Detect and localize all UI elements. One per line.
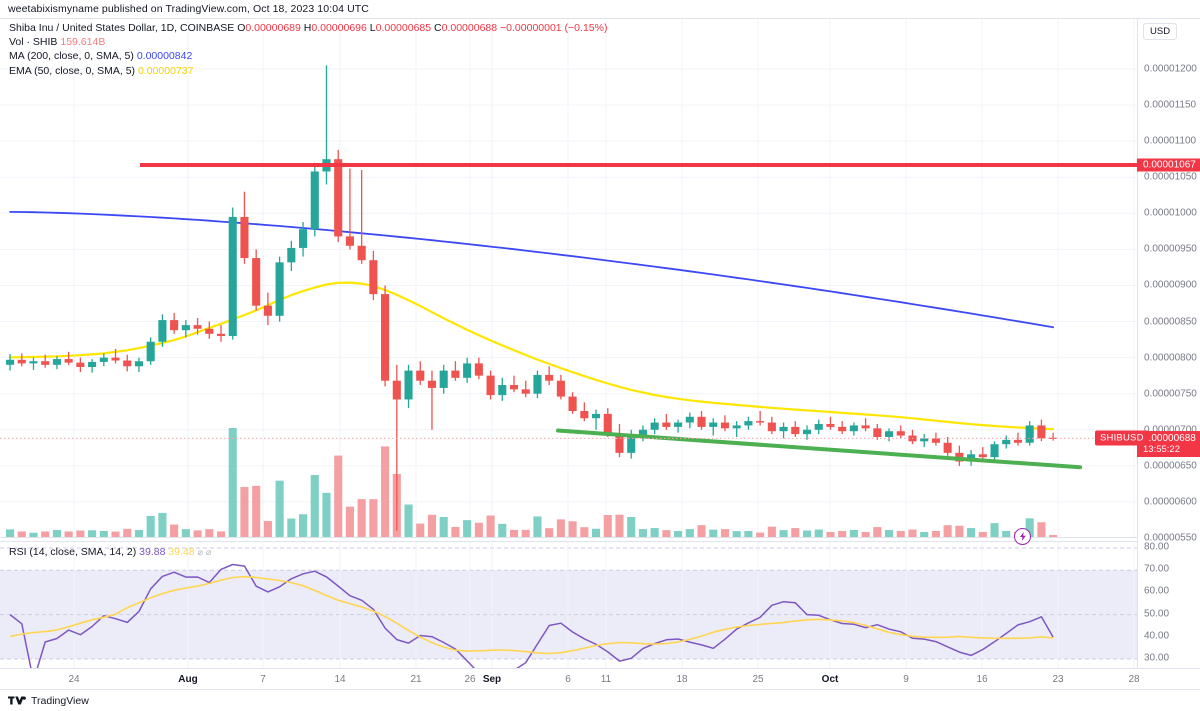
legend-volume-value: 159.614B — [60, 36, 106, 49]
last-price-value: 0.00000688 — [1143, 433, 1196, 445]
price-chart-canvas[interactable] — [0, 19, 1137, 537]
symbol-price-tag: SHIBUSD — [1095, 430, 1149, 446]
legend-change: −0.00000001 (−0.15%) — [500, 22, 608, 34]
price-axis-label: 0.00000750 — [1144, 388, 1197, 400]
price-axis-label: 0.00001000 — [1144, 207, 1197, 219]
footer-bar: TradingView — [0, 689, 1200, 711]
time-axis-label: 11 — [600, 674, 612, 685]
price-scale[interactable]: USD 0.00001200 0.00001150 0.00001100 0.0000… — [1137, 19, 1200, 668]
time-axis-label: 25 — [752, 674, 764, 685]
time-axis-label: 24 — [68, 674, 80, 685]
price-axis-label: 0.00000950 — [1144, 243, 1197, 255]
time-axis-label: Oct — [821, 674, 839, 685]
ema-50-line — [9, 281, 1055, 431]
time-axis-label: Aug — [178, 674, 198, 685]
tradingview-logo-text: TradingView — [31, 694, 89, 707]
rsi-pane[interactable] — [0, 541, 1137, 669]
price-axis-label: 0.00000650 — [1144, 460, 1197, 472]
time-axis-label: 26 — [464, 674, 476, 685]
price-axis-label: 0.00000700 — [1144, 424, 1197, 436]
time-axis-label: 23 — [1052, 674, 1064, 685]
rsi-axis-label: 30.00 — [1144, 652, 1170, 664]
legend-close-label: C — [434, 22, 442, 34]
rsi-legend-ma-value: 39.48 — [168, 546, 195, 558]
time-axis-label: 16 — [976, 674, 988, 685]
bar-countdown: 13:55:22 — [1143, 444, 1180, 456]
currency-badge[interactable]: USD — [1143, 23, 1178, 40]
pane-separator — [0, 537, 1137, 538]
chart-legend: Shiba Inu / United States Dollar, 1D, CO… — [9, 22, 607, 79]
legend-ema-value: 0.00000737 — [137, 64, 194, 77]
time-axis-label: 18 — [676, 674, 688, 685]
rsi-axis-label: 80.00 — [1144, 541, 1170, 553]
volume-histogram — [6, 428, 1058, 537]
candlestick-series — [6, 65, 1058, 531]
support-trendline — [556, 428, 1082, 470]
legend-close-value: 0.00000688 — [441, 22, 498, 34]
legend-open-value: 0.00000689 — [245, 22, 301, 34]
ma-200-line — [9, 210, 1054, 329]
legend-high-label: H — [303, 22, 312, 34]
publisher-text: weetabixismyname published on TradingVie… — [8, 3, 369, 15]
rsi-legend-title: RSI (14, close, SMA, 14, 2) — [9, 546, 137, 558]
rsi-line — [9, 563, 1054, 669]
time-axis-label: 6 — [565, 674, 571, 685]
rsi-axis-label: 50.00 — [1144, 608, 1170, 620]
rsi-legend-row[interactable]: RSI (14, close, SMA, 14, 2) 39.88 39.48 … — [9, 546, 211, 559]
legend-symbol[interactable]: Shiba Inu / United States Dollar, 1D, CO… — [9, 22, 235, 34]
legend-high-value: 0.00000696 — [311, 22, 367, 34]
legend-symbol-row[interactable]: Shiba Inu / United States Dollar, 1D, CO… — [9, 22, 607, 35]
price-axis-label: 0.00000600 — [1144, 496, 1197, 508]
rsi-ma-line — [9, 575, 1054, 655]
resistance-price-tag: 0.00001067 — [1137, 158, 1200, 172]
price-axis-label: 0.00001050 — [1144, 171, 1197, 183]
main-chart-pane[interactable] — [0, 19, 1137, 537]
time-scale[interactable]: 24 Aug 7 14 21 26 Sep 6 11 18 25 Oct 9 16 23 28 — [0, 668, 1200, 689]
eye-icon[interactable]: ⌀ — [197, 547, 203, 557]
legend-low-label: L — [369, 22, 376, 34]
time-axis-label: 28 — [1128, 674, 1140, 685]
legend-open-label: O — [237, 22, 246, 34]
lightning-icon[interactable] — [1014, 528, 1031, 545]
price-axis-label: 0.00001150 — [1144, 99, 1197, 111]
legend-volume-title: Vol · SHIB — [9, 36, 58, 49]
rsi-legend-value: 39.88 — [139, 546, 166, 558]
price-axis-label: 0.00000550 — [1144, 532, 1197, 544]
price-axis-label: 0.00000850 — [1144, 316, 1197, 328]
legend-ma-row[interactable]: MA (200, close, 0, SMA, 5) 0.00000842 — [9, 50, 607, 63]
legend-volume-row[interactable]: Vol · SHIB 159.614B — [9, 36, 607, 49]
legend-ma-value: 0.00000842 — [136, 50, 193, 63]
time-axis-label: 21 — [410, 674, 422, 685]
legend-ema-row[interactable]: EMA (50, close, 0, SMA, 5) 0.00000737 — [9, 65, 607, 78]
tradingview-logo-icon — [8, 696, 26, 705]
gear-icon[interactable]: ⌀ — [205, 547, 212, 557]
price-axis-label: 0.00000800 — [1144, 352, 1197, 364]
legend-ma-title: MA (200, close, 0, SMA, 5) — [9, 50, 134, 63]
price-axis-label: 0.00001200 — [1144, 63, 1197, 75]
tradingview-logo[interactable]: TradingView — [0, 695, 89, 707]
legend-ema-title: EMA (50, close, 0, SMA, 5) — [9, 64, 136, 77]
rsi-axis-label: 40.00 — [1144, 630, 1170, 642]
legend-low-value: 0.00000685 — [375, 22, 432, 34]
time-axis-label: 9 — [903, 674, 909, 685]
publisher-bar: weetabixismyname published on TradingVie… — [0, 0, 1200, 19]
time-axis-label: 7 — [260, 674, 266, 685]
rsi-chart-canvas[interactable] — [0, 542, 1137, 669]
price-axis-label: 0.00000900 — [1144, 279, 1197, 291]
rsi-legend: RSI (14, close, SMA, 14, 2) 39.88 39.48 … — [9, 546, 211, 560]
price-axis-label: 0.00001100 — [1144, 135, 1197, 147]
time-axis-label: 14 — [334, 674, 346, 685]
rsi-axis-label: 60.00 — [1144, 585, 1170, 597]
time-axis-label: Sep — [482, 674, 502, 685]
rsi-axis-label: 70.00 — [1144, 563, 1170, 575]
